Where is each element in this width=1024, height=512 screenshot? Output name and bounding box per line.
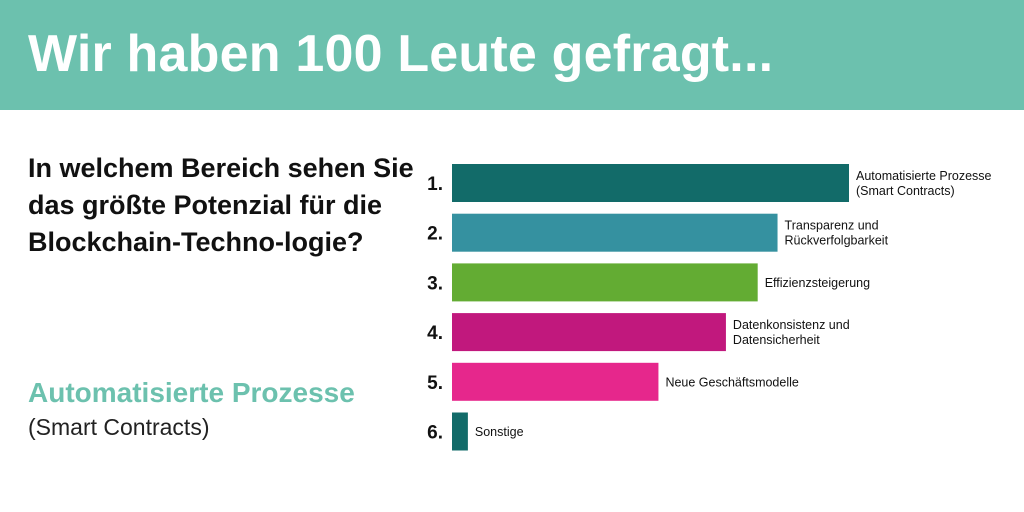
survey-question: In welchem Bereich sehen Sie das größte … xyxy=(28,153,414,257)
header-banner: Wir haben 100 Leute gefragt... xyxy=(0,0,1024,110)
bar-label-6: Sonstige xyxy=(475,425,524,439)
bar-label-4: Datenkonsistenz und Datensicherheit xyxy=(733,318,850,347)
bar-rank-3: 3. xyxy=(427,273,443,294)
bar-2 xyxy=(452,213,778,252)
bar-label-5: Neue Geschäftsmodelle xyxy=(665,375,798,389)
bar-6 xyxy=(452,412,468,451)
bar-rank-4: 4. xyxy=(427,323,443,344)
bar-label-1: Automatisierte Prozesse (Smart Contracts) xyxy=(856,169,992,198)
bar-4 xyxy=(452,313,726,352)
bar-label-2: Transparenz und Rückverfolgbarkeit xyxy=(785,219,889,248)
bar-rank-6: 6. xyxy=(427,423,443,444)
bar-rank-1: 1. xyxy=(427,174,443,195)
answer-subtitle: (Smart Contracts) xyxy=(28,414,210,440)
bar-rank-5: 5. xyxy=(427,373,443,394)
bar-label-3: Effizienzsteigerung xyxy=(765,276,870,290)
bar-5 xyxy=(452,362,659,401)
bar-1 xyxy=(452,164,849,202)
bar-rank-2: 2. xyxy=(427,224,443,245)
bar-3 xyxy=(452,263,758,302)
page-title: Wir haben 100 Leute gefragt... xyxy=(28,25,774,83)
answer-highlight: Automatisierte Prozesse xyxy=(28,377,355,408)
